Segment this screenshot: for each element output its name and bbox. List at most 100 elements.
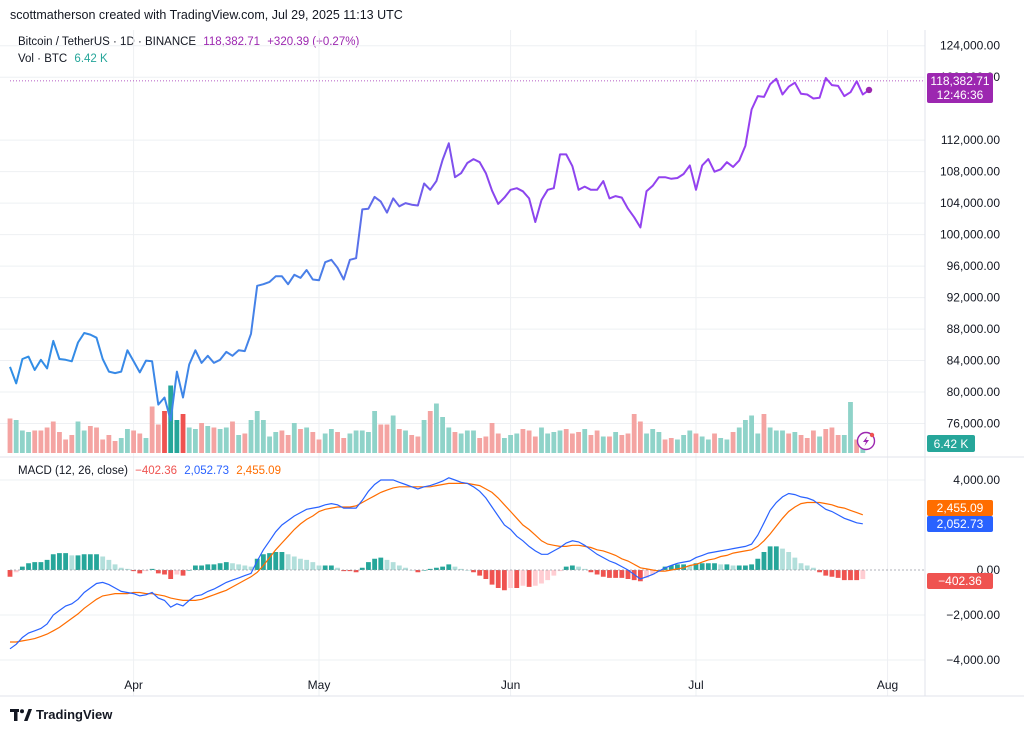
histogram-bar <box>588 570 594 573</box>
volume-bar <box>520 429 526 453</box>
tradingview-logo-icon <box>10 708 32 721</box>
histogram-bar <box>112 564 118 570</box>
volume-bar <box>835 435 841 453</box>
histogram-bar <box>366 562 371 570</box>
histogram-bar <box>131 570 136 572</box>
histogram-bar <box>854 570 860 581</box>
volume-bar <box>304 427 310 453</box>
volume-bar <box>254 411 260 453</box>
histogram-bar <box>137 570 143 574</box>
volume-bar <box>662 439 668 453</box>
volume-bar <box>285 435 291 453</box>
price-axis-label: 104,000.00 <box>940 196 1000 210</box>
histogram-bar <box>421 570 427 571</box>
tradingview-brand[interactable]: TradingView <box>10 707 112 722</box>
volume-bar <box>767 427 773 453</box>
last-price-dot <box>865 86 873 94</box>
histogram-bar <box>186 570 192 571</box>
volume-bar <box>817 436 822 453</box>
volume-bar <box>681 435 687 453</box>
histogram-bar <box>736 565 742 570</box>
time-axis-label: Aug <box>877 678 898 692</box>
histogram-bar <box>687 565 693 570</box>
histogram-bar <box>551 570 557 576</box>
histogram-bar <box>7 570 13 577</box>
histogram-bar <box>823 570 829 576</box>
volume-bar <box>50 421 56 453</box>
volume-bar <box>155 424 161 453</box>
histogram-bar <box>514 570 520 588</box>
volume-bar <box>786 433 792 453</box>
macd-signal-value: 2,455.09 <box>236 465 281 477</box>
price-axis[interactable]: 124,000.00120,000.00112,000.00108,000.00… <box>940 39 1000 431</box>
histogram-bar <box>520 570 526 586</box>
histogram-bar <box>162 570 167 575</box>
histogram-bar <box>359 567 365 570</box>
volume-bar <box>384 424 390 453</box>
volume-bar <box>693 433 699 453</box>
volume-bar <box>656 432 662 453</box>
volume-bar <box>761 414 767 453</box>
volume-bar <box>335 432 340 453</box>
volume-bar <box>186 427 192 453</box>
volume-bar <box>644 433 649 453</box>
volume-bar <box>557 430 563 453</box>
time-axis-label: May <box>308 678 331 692</box>
histogram-bar <box>699 563 705 570</box>
time-axis[interactable]: Apr May Jun Jul Aug <box>124 678 898 692</box>
time-axis-label: Apr <box>124 678 143 692</box>
histogram-bar <box>600 570 606 577</box>
histogram-bar <box>477 570 483 576</box>
histogram-bar <box>637 570 643 582</box>
volume-bar <box>26 432 31 453</box>
histogram-bar <box>100 556 106 570</box>
histogram-bar <box>730 565 736 570</box>
time-axis-label: Jun <box>501 678 520 692</box>
volume-bar <box>131 430 136 453</box>
volume-bar <box>378 424 384 453</box>
histogram-bar <box>378 557 384 570</box>
volume-bar <box>112 441 118 453</box>
histogram-bar <box>242 565 248 570</box>
volume-bar <box>588 435 594 453</box>
volume-bar <box>143 438 149 453</box>
histogram-bar <box>174 570 180 575</box>
volume-bar <box>613 432 619 453</box>
volume-bar <box>415 436 421 453</box>
histogram-bar <box>236 564 242 570</box>
macd-axis-label: 4,000.00 <box>953 473 1000 487</box>
volume-bar <box>359 430 365 453</box>
histogram-bar <box>508 570 513 588</box>
volume-bar <box>773 430 779 453</box>
volume-value: 6.42 K <box>74 53 108 65</box>
histogram-bar <box>557 570 563 572</box>
volume-bar <box>502 438 507 453</box>
tradingview-brand-text: TradingView <box>36 707 113 722</box>
price-axis-label: 108,000.00 <box>940 165 1000 179</box>
histogram-bar <box>761 552 767 570</box>
histogram-bar <box>532 570 538 586</box>
volume-bar <box>705 439 711 453</box>
histogram-bar <box>705 563 711 570</box>
volume-bar <box>328 429 334 453</box>
volume-bar <box>619 435 625 453</box>
histogram-bar <box>829 570 835 577</box>
volume-bar <box>743 420 748 453</box>
volume-bar <box>118 438 124 453</box>
last-price: 118,382.71 <box>203 36 260 48</box>
price-tag-value: 118,382.71 <box>930 74 989 88</box>
volume-bar <box>607 436 612 453</box>
histogram-bar <box>223 562 229 570</box>
histogram-bar <box>217 563 223 570</box>
symbol-name[interactable]: Bitcoin / TetherUS · 1D · BINANCE <box>18 36 197 48</box>
lightning-icon[interactable] <box>856 431 876 451</box>
macd-label[interactable]: MACD (12, 26, close) <box>18 465 128 477</box>
volume-bar <box>699 436 705 453</box>
histogram-bar <box>755 558 761 570</box>
volume-bar <box>594 430 600 453</box>
volume-label[interactable]: Vol · BTC <box>18 53 68 65</box>
volume-bar <box>81 430 87 453</box>
volume-bar <box>310 432 316 453</box>
price-axis-label: 112,000.00 <box>941 133 1000 147</box>
